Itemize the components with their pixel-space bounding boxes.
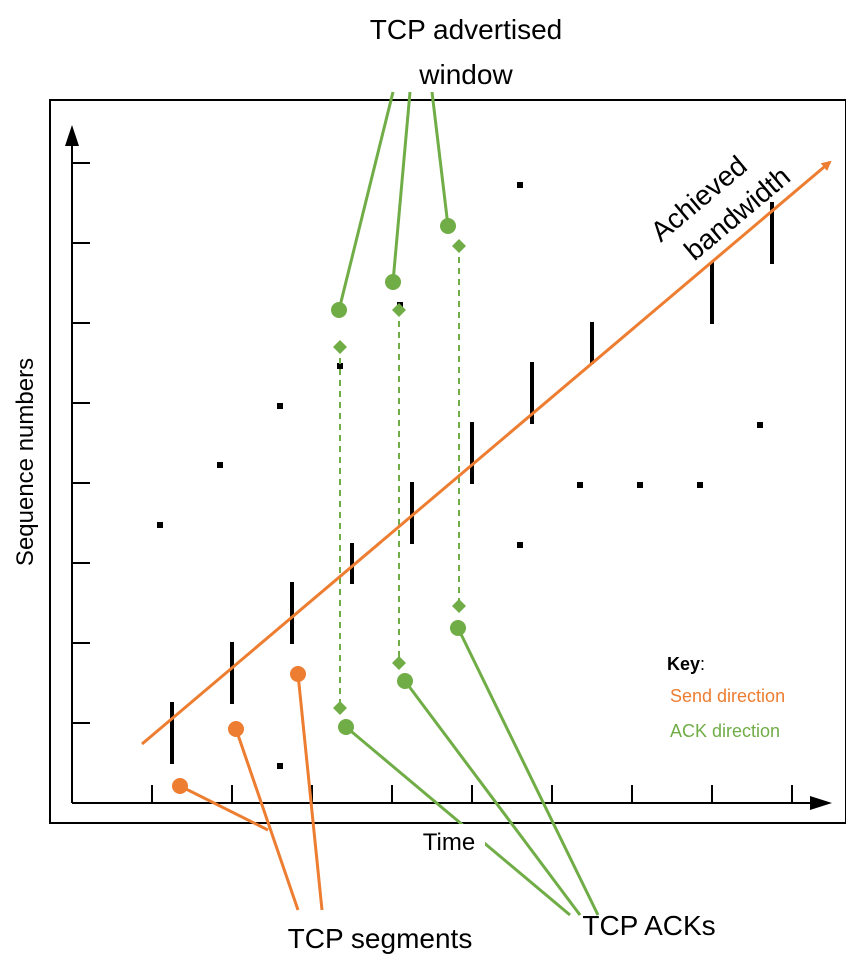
y-axis-label: Sequence numbers [12,358,39,566]
bandwidth-arrow [141,160,832,746]
window-marker-circle [440,218,456,234]
ack-marker-circle [450,620,466,636]
acks-label: TCP ACKs [582,910,715,941]
segments-label: TCP segments [288,923,473,954]
diamond-marker [392,656,406,670]
x-axis-ticks [151,785,793,803]
time-label-bg [415,824,485,858]
ack-markers [338,620,466,735]
segment-bars [170,202,774,764]
plot-frame [49,99,846,824]
legend-send: Send direction [670,686,785,706]
legend-title: Key: [667,654,705,674]
x-axis-arrow-icon [810,796,832,810]
ack-marker-circle [397,673,413,689]
diamond-marker [333,701,347,715]
segment-marker-circle [290,666,306,682]
window-callout-lines [337,91,450,311]
window-dashed-lines [339,246,460,708]
segment-marker-circle [228,721,244,737]
segment-markers [172,666,306,794]
diamond-marker [333,340,347,354]
legend-ack: ACK direction [670,721,780,741]
legend: Key: Send direction ACK direction [667,654,785,741]
ack-marker-circle [338,719,354,735]
diamond-marker [392,303,406,317]
diamond-marker [452,239,466,253]
y-axis-ticks [72,162,90,724]
diamond-marker [452,599,466,613]
window-markers [331,218,456,318]
y-axis-arrow-icon [65,125,79,146]
window-label-line2: window [418,59,513,90]
window-marker-circle [385,274,401,290]
ack-callout-lines [345,627,600,917]
window-label-line1: TCP advertised [370,14,562,45]
segment-marker-circle [172,778,188,794]
axes [65,125,832,810]
window-marker-circle [331,302,347,318]
segment-callout-lines [179,673,324,911]
x-axis-label: Time [423,829,475,856]
window-diamonds [333,239,466,715]
